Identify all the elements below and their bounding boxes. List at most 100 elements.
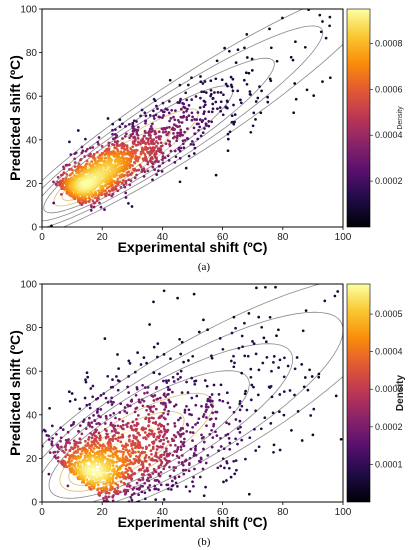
scatter-point	[166, 108, 169, 111]
scatter-point	[64, 177, 68, 181]
scatter-point	[216, 466, 220, 470]
scatter-point	[228, 49, 231, 53]
scatter-point	[312, 94, 316, 97]
scatter-point	[119, 440, 123, 444]
scatter-point	[111, 137, 115, 141]
scatter-point	[159, 459, 163, 462]
scatter-point	[211, 399, 214, 403]
scatter-point	[81, 174, 84, 178]
scatter-point	[92, 414, 95, 417]
scatter-point	[151, 395, 155, 398]
scatter-point	[153, 479, 157, 482]
scatter-point	[84, 439, 87, 443]
density-contour-line	[42, 25, 324, 227]
scatter-point	[190, 413, 193, 417]
scatter-point	[181, 468, 185, 472]
scatter-point	[119, 156, 123, 160]
scatter-point	[152, 109, 155, 113]
scatter-point	[110, 396, 114, 400]
scatter-point	[234, 326, 237, 330]
scatter-point	[47, 472, 51, 476]
scatter-point	[238, 402, 242, 406]
scatter-point	[177, 146, 181, 150]
scatter-point	[145, 466, 149, 470]
x-tick-label: 80	[277, 232, 289, 243]
scatter-point	[221, 113, 225, 117]
scatter-point	[65, 173, 69, 176]
scatter-point	[129, 496, 133, 499]
scatter-point	[128, 439, 131, 443]
scatter-point	[175, 139, 179, 143]
scatter-point	[121, 423, 125, 427]
scatter-point	[244, 71, 248, 75]
scatter-point	[107, 144, 111, 148]
scatter-point	[157, 456, 161, 460]
scatter-point	[145, 137, 148, 140]
scatter-point	[225, 421, 228, 425]
scatter-point	[211, 411, 214, 415]
scatter-point	[113, 140, 117, 144]
scatter-point	[84, 137, 87, 141]
scatter-point	[239, 425, 242, 429]
scatter-point	[97, 414, 100, 418]
scatter-point	[207, 124, 211, 128]
scatter-point	[142, 151, 145, 155]
scatter-point	[113, 160, 117, 164]
y-tick-label: 100	[20, 280, 37, 291]
scatter-point	[156, 147, 160, 150]
scatter-point	[85, 451, 88, 454]
scatter-point	[123, 153, 127, 156]
scatter-point	[274, 285, 277, 289]
scatter-point	[177, 461, 181, 464]
scatter-point	[175, 450, 179, 453]
scatter-point	[176, 377, 180, 381]
scatter-point	[157, 431, 161, 434]
scatter-point	[115, 464, 119, 468]
scatter-point	[88, 468, 92, 472]
scatter-point	[282, 390, 286, 393]
scatter-point	[76, 129, 80, 132]
scatter-point	[139, 484, 143, 488]
scatter-point	[239, 101, 243, 105]
scatter-point	[73, 451, 76, 454]
scatter-point	[115, 375, 118, 378]
scatter-point	[251, 340, 254, 343]
scatter-point	[162, 113, 165, 117]
scatter-point	[52, 201, 56, 205]
scatter-point	[116, 486, 120, 489]
scatter-point	[149, 134, 152, 138]
scatter-point	[156, 141, 160, 145]
scatter-point	[153, 99, 157, 103]
scatter-point	[209, 88, 213, 92]
scatter-point	[118, 118, 122, 122]
scatter-point	[232, 365, 236, 369]
scatter-point	[122, 450, 126, 454]
scatter-point	[143, 469, 147, 473]
scatter-point	[107, 168, 111, 172]
scatter-point	[89, 152, 92, 156]
scatter-point	[147, 412, 151, 416]
scatter-point	[130, 451, 134, 455]
scatter-point	[72, 469, 76, 472]
scatter-point	[155, 444, 159, 448]
scatter-point	[133, 460, 137, 464]
y-tick-label: 80	[26, 323, 38, 334]
scatter-point	[173, 476, 177, 479]
scatter-point	[216, 91, 220, 94]
scatter-point	[177, 456, 181, 460]
scatter-point	[139, 114, 142, 118]
scatter-point	[144, 121, 147, 125]
scatter-point	[105, 186, 109, 190]
scatter-point	[230, 114, 234, 118]
scatter-point	[140, 398, 144, 402]
scatter-point	[173, 424, 177, 428]
scatter-point	[152, 114, 156, 118]
scatter-point	[127, 375, 130, 378]
scatter-point	[123, 409, 127, 413]
scatter-point	[86, 470, 90, 474]
scatter-point	[153, 132, 157, 136]
scatter-point	[333, 294, 337, 298]
scatter-point	[254, 118, 257, 121]
scatter-point	[125, 171, 129, 174]
scatter-point	[154, 438, 158, 441]
